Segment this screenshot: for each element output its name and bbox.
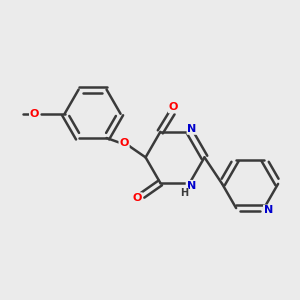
Text: O: O xyxy=(30,109,39,119)
Text: H: H xyxy=(180,188,188,198)
Text: N: N xyxy=(187,181,196,191)
Text: N: N xyxy=(188,124,197,134)
Text: O: O xyxy=(119,138,129,148)
Text: O: O xyxy=(133,193,142,203)
Text: O: O xyxy=(169,102,178,112)
Text: N: N xyxy=(264,206,273,215)
